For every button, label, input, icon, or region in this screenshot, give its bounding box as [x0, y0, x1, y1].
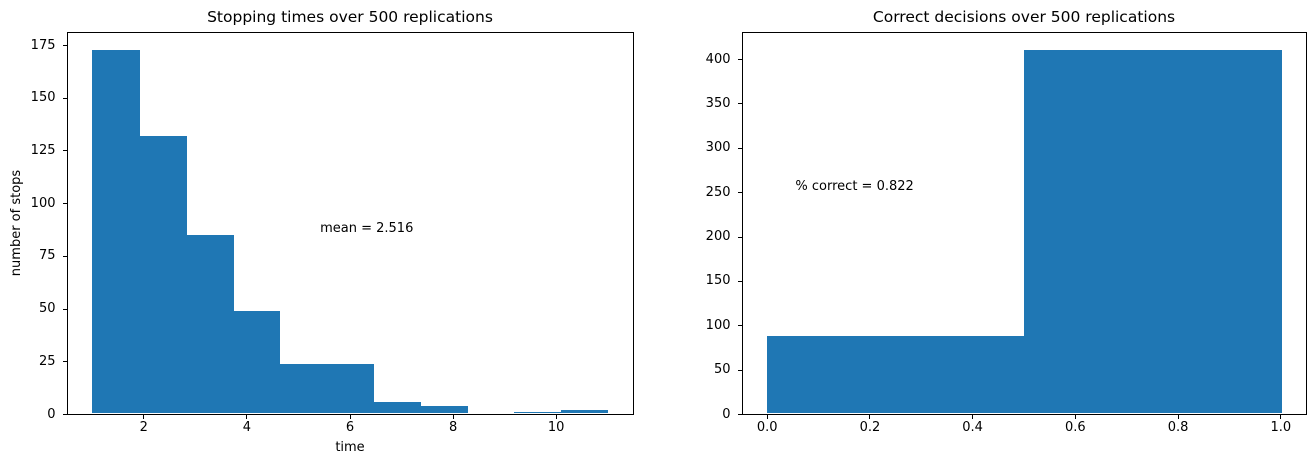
histogram-bar	[373, 401, 421, 414]
x-tick-label: 2	[139, 419, 148, 435]
y-tick-label: 400	[705, 51, 731, 67]
x-tick-label: 6	[345, 419, 355, 435]
x-tick-mark	[452, 414, 454, 419]
y-tick-label: 25	[38, 353, 56, 369]
y-tick-label: 300	[705, 140, 731, 156]
x-tick-mark	[555, 414, 557, 419]
x-axis-label: time	[335, 439, 365, 455]
y-tick-label: 50	[38, 301, 56, 317]
x-tick-label: 0.4	[962, 419, 983, 435]
x-tick-mark	[1074, 414, 1076, 419]
histogram-bar	[232, 311, 281, 414]
x-tick-mark	[972, 414, 974, 419]
histogram-bar	[767, 335, 1025, 414]
x-tick-mark	[766, 414, 768, 419]
y-tick-mark	[62, 414, 67, 415]
y-tick-mark	[737, 59, 742, 60]
histogram-bar	[185, 235, 234, 414]
histogram-bar	[139, 136, 187, 414]
histogram-bar	[420, 406, 468, 414]
y-tick-mark	[62, 97, 67, 99]
percent-correct-annotation: % correct = 0.822	[795, 179, 914, 195]
x-tick-mark	[246, 414, 248, 419]
x-tick-mark	[143, 414, 145, 419]
axes-frame	[66, 31, 634, 415]
y-tick-mark	[737, 147, 742, 149]
y-tick-mark	[62, 45, 67, 47]
y-tick-mark	[737, 103, 742, 105]
x-tick-label: 4	[242, 419, 252, 435]
y-tick-mark	[62, 361, 67, 363]
y-tick-mark	[737, 414, 742, 415]
y-tick-mark	[737, 325, 742, 327]
y-tick-label: 0	[47, 406, 56, 422]
y-tick-label: 100	[30, 195, 56, 211]
y-tick-label: 0	[722, 406, 731, 422]
y-tick-mark	[62, 203, 67, 205]
y-tick-label: 50	[713, 362, 731, 378]
y-tick-label: 75	[38, 248, 56, 264]
y-tick-label: 200	[705, 229, 731, 244]
histogram-bar	[514, 412, 562, 414]
x-tick-label: 1.0	[1270, 419, 1292, 435]
plot-title: Stopping times over 500 replications	[207, 7, 493, 26]
x-tick-mark	[1177, 414, 1179, 419]
x-tick-label: 0.2	[859, 419, 881, 435]
x-tick-mark	[869, 414, 871, 419]
plot-title: Correct decisions over 500 replications	[872, 7, 1176, 26]
y-tick-mark	[62, 150, 67, 152]
histogram-bar	[279, 363, 328, 414]
x-tick-mark	[1280, 414, 1282, 419]
mean-annotation: mean = 2.516	[320, 220, 414, 236]
y-tick-mark	[62, 308, 67, 310]
axes-frame	[741, 31, 1307, 415]
y-tick-mark	[737, 236, 742, 238]
y-tick-label: 350	[705, 95, 731, 111]
y-tick-label: 250	[705, 184, 731, 200]
histogram-bar	[92, 49, 140, 414]
y-tick-label: 150	[705, 273, 731, 289]
y-tick-mark	[737, 280, 742, 282]
y-tick-mark	[62, 255, 67, 257]
x-tick-mark	[349, 414, 351, 419]
x-tick-label: 0.0	[756, 419, 778, 435]
x-tick-label: 10	[547, 419, 565, 435]
y-tick-label: 150	[30, 90, 56, 106]
y-tick-mark	[737, 192, 742, 194]
y-tick-mark	[737, 369, 742, 371]
histogram-bar	[1024, 49, 1282, 414]
histogram-bar	[560, 410, 609, 414]
x-tick-label: 0.8	[1167, 419, 1189, 435]
histogram-bar	[326, 363, 375, 414]
y-tick-label: 175	[30, 37, 56, 53]
x-tick-label: 0.6	[1065, 419, 1086, 435]
y-tick-label: 125	[30, 142, 56, 158]
x-tick-label: 8	[448, 419, 458, 435]
y-tick-label: 100	[705, 317, 731, 333]
